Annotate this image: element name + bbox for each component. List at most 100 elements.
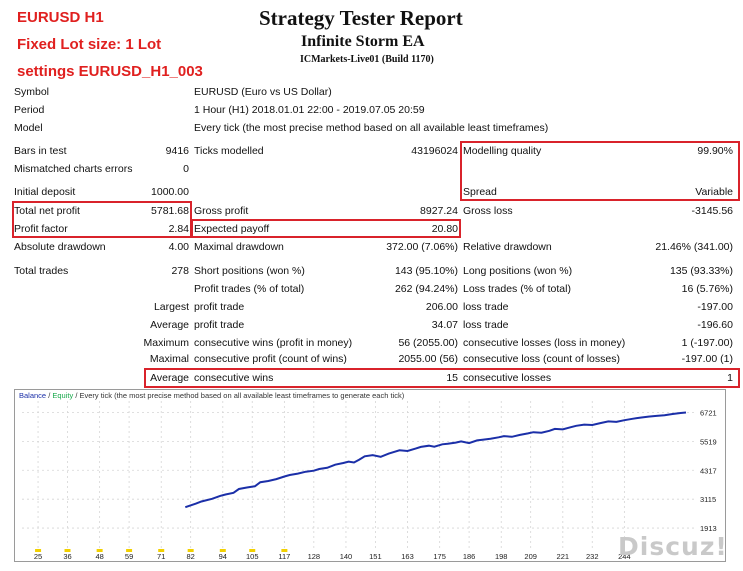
max-consecutive-losses-label: consecutive losses (loss in money) [463, 337, 626, 349]
spread-value: Variable [695, 186, 733, 198]
absolute-drawdown-label: Absolute drawdown [14, 241, 106, 253]
watermark-logo: Discuz! [618, 532, 728, 561]
expected-payoff-label: Expected payoff [194, 223, 270, 235]
max-consecutive-losses-value: 1 (-197.00) [681, 337, 733, 349]
largest-loss-value: -197.00 [697, 301, 733, 313]
chart-border [14, 389, 726, 562]
y-tick-label: 1913 [700, 524, 717, 533]
mismatch-label: Mismatched charts errors [14, 163, 133, 175]
chart-y-ticks: 1913 3115 4317 5519 6721 [700, 409, 717, 534]
tick-marker [281, 549, 288, 552]
y-tick-label: 6721 [700, 409, 717, 418]
y-tick-label: 5519 [700, 437, 717, 446]
chart-x-ticks: 25 36 48 59 71 82 94 105 117 128 140 151 163 175 186 19… [34, 552, 631, 561]
tick-marker [249, 549, 256, 552]
x-tick-label: 48 [95, 552, 103, 561]
period-label: Period [14, 104, 45, 116]
ea-name: Infinite Storm EA [301, 33, 425, 50]
deposit-label: Initial deposit [14, 186, 76, 198]
report-title: Strategy Tester Report [259, 6, 463, 30]
model-label: Model [14, 122, 43, 134]
legend-separator: / [46, 391, 52, 400]
average-profit-value: 34.07 [431, 319, 458, 331]
x-tick-label: 221 [557, 552, 570, 561]
legend-description: / Every tick (the most precise method ba… [73, 391, 404, 400]
total-trades-label: Total trades [14, 265, 69, 277]
largest-profit-label: profit trade [194, 301, 245, 313]
balance-line [184, 411, 687, 509]
x-tick-label: 25 [34, 552, 42, 561]
maximal-consecutive-profit-value: 2055.00 (56) [398, 353, 458, 365]
tick-marker [219, 549, 226, 552]
bars-value: 9416 [165, 145, 189, 157]
loss-trades-value: 16 (5.76%) [681, 283, 733, 295]
x-tick-label: 209 [524, 552, 537, 561]
long-positions-value: 135 (93.33%) [669, 265, 733, 277]
maximum-label: Maximum [143, 337, 189, 349]
highlight-box-net-profit-factor [12, 201, 192, 238]
largest-loss-label: loss trade [463, 301, 509, 313]
server-build: ICMarkets-Live01 (Build 1170) [300, 54, 434, 65]
mismatch-value: 0 [183, 163, 189, 175]
period-value: 1 Hour (H1) 2018.01.01 22:00 - 2019.07.0… [194, 104, 425, 116]
long-positions-label: Long positions (won %) [463, 265, 573, 277]
bars-label: Bars in test [14, 145, 67, 157]
short-positions-label: Short positions (won %) [194, 265, 305, 277]
net-profit-value: 5781.68 [151, 205, 189, 217]
net-profit-label: Total net profit [14, 205, 80, 217]
spread-label: Spread [463, 186, 497, 198]
x-tick-label: 163 [401, 552, 414, 561]
deposit-value: 1000.00 [151, 186, 189, 198]
maximal-label: Maximal [149, 353, 189, 365]
x-tick-label: 232 [586, 552, 599, 561]
relative-drawdown-label: Relative drawdown [463, 241, 552, 253]
x-tick-label: 244 [618, 552, 631, 561]
largest-label: Largest [153, 301, 189, 313]
x-tick-label: 186 [463, 552, 476, 561]
tick-marker [96, 549, 103, 552]
symbol-value: EURUSD (Euro vs US Dollar) [194, 86, 332, 98]
average-consecutive-wins-value: 15 [446, 372, 458, 384]
x-tick-label: 117 [278, 552, 290, 561]
max-consecutive-wins-value: 56 (2055.00) [398, 337, 458, 349]
highlight-box-average-consecutive [144, 368, 740, 388]
tick-marker [158, 549, 165, 552]
chart-grid [22, 401, 694, 550]
maximal-drawdown-label: Maximal drawdown [194, 241, 284, 253]
average-label: Average [150, 319, 189, 331]
average-loss-label: loss trade [463, 319, 509, 331]
gross-loss-value: -3145.56 [691, 205, 733, 217]
maximal-drawdown-value: 372.00 (7.06%) [386, 241, 458, 253]
x-tick-label: 36 [63, 552, 71, 561]
profit-trades-label: Profit trades (% of total) [194, 283, 305, 295]
profit-factor-value: 2.84 [168, 223, 189, 235]
highlight-box-expected-payoff [191, 219, 461, 238]
note-symbol: EURUSD H1 [17, 9, 104, 26]
model-value: Every tick (the most precise method base… [194, 122, 549, 134]
x-tick-label: 71 [157, 552, 165, 561]
maximal-consecutive-loss-label: consecutive loss (count of losses) [463, 353, 620, 365]
x-tick-label: 128 [308, 552, 321, 561]
max-consecutive-wins-label: consecutive wins (profit in money) [194, 337, 353, 349]
expected-payoff-value: 20.80 [431, 223, 458, 235]
profit-factor-label: Profit factor [14, 223, 68, 235]
x-tick-label: 151 [369, 552, 382, 561]
tick-marker [35, 549, 42, 552]
tick-marker [187, 549, 194, 552]
chart-tick-markers [35, 549, 288, 552]
quality-value: 99.90% [697, 145, 733, 157]
note-settings: settings EURUSD_H1_003 [17, 63, 203, 80]
y-tick-label: 4317 [700, 466, 717, 475]
absolute-drawdown-value: 4.00 [168, 241, 189, 253]
ticks-label: Ticks modelled [194, 145, 264, 157]
chart-legend: Balance / Equity / Every tick (the most … [19, 391, 405, 400]
average-loss-value: -196.60 [697, 319, 733, 331]
x-tick-label: 140 [340, 552, 353, 561]
x-tick-label: 105 [246, 552, 259, 561]
symbol-label: Symbol [14, 86, 50, 98]
total-trades-value: 278 [171, 265, 189, 277]
gross-loss-label: Gross loss [463, 205, 513, 217]
largest-profit-value: 206.00 [425, 301, 458, 313]
average-profit-label: profit trade [194, 319, 245, 331]
average-consecutive-losses-value: 1 [727, 372, 733, 384]
